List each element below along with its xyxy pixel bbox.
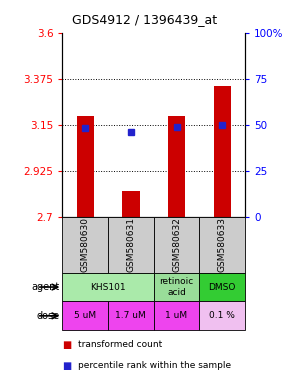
- Bar: [199, 217, 245, 273]
- Bar: [62, 217, 108, 273]
- Bar: [62, 301, 108, 330]
- Bar: [199, 301, 245, 330]
- Text: GDS4912 / 1396439_at: GDS4912 / 1396439_at: [72, 13, 218, 26]
- Bar: [213, 86, 231, 217]
- Bar: [108, 301, 154, 330]
- Text: ■: ■: [62, 340, 72, 350]
- Bar: [199, 273, 245, 301]
- Bar: [77, 116, 94, 217]
- Text: 1 uM: 1 uM: [166, 311, 188, 320]
- Text: KHS101: KHS101: [90, 283, 126, 291]
- Text: GSM580631: GSM580631: [126, 217, 135, 272]
- Text: ■: ■: [62, 361, 72, 371]
- Bar: [154, 301, 200, 330]
- Text: 0.1 %: 0.1 %: [209, 311, 235, 320]
- Text: percentile rank within the sample: percentile rank within the sample: [78, 361, 231, 370]
- Text: transformed count: transformed count: [78, 340, 163, 349]
- Text: GSM580633: GSM580633: [218, 217, 227, 272]
- Text: 1.7 uM: 1.7 uM: [115, 311, 146, 320]
- Bar: [122, 191, 139, 217]
- Bar: [108, 217, 154, 273]
- Bar: [62, 273, 154, 301]
- Text: retinoic
acid: retinoic acid: [160, 277, 194, 297]
- Bar: [154, 217, 200, 273]
- Bar: [168, 116, 185, 217]
- Bar: [154, 273, 200, 301]
- Text: dose: dose: [36, 311, 59, 321]
- Text: GSM580632: GSM580632: [172, 217, 181, 272]
- Text: 5 uM: 5 uM: [74, 311, 96, 320]
- Text: DMSO: DMSO: [209, 283, 236, 291]
- Text: GSM580630: GSM580630: [81, 217, 90, 272]
- Text: agent: agent: [31, 282, 59, 292]
